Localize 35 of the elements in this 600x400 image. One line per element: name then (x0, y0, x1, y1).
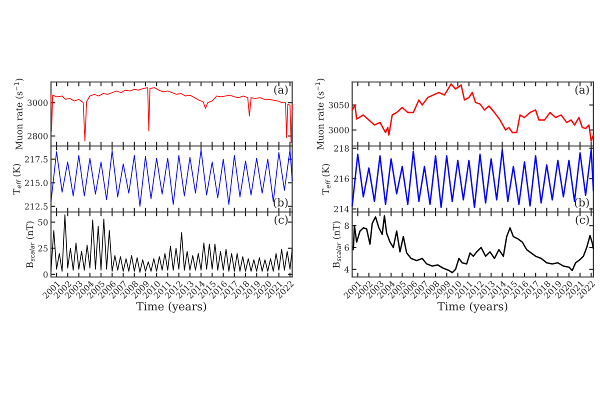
y-tick-label: 2800 (28, 132, 48, 140)
line-series (50, 149, 293, 207)
y-tick-label: 214 (334, 206, 350, 212)
annotation: (c) (274, 215, 288, 226)
y-tick-label: 216 (334, 176, 349, 182)
y-tick-label: 4 (344, 266, 350, 273)
y-tick-label: 3000 (28, 100, 48, 106)
y-axis-title: Muon rate (s$^{−1}$) (14, 78, 24, 150)
y-tick-label: 215.0 (24, 180, 48, 186)
annotation: (b) (574, 198, 589, 208)
y-tick-label: 218 (334, 145, 349, 152)
x-axis-title: Time (years) (438, 302, 508, 313)
y-tick-label: 212.5 (24, 203, 48, 210)
y-tick-label: 8 (344, 222, 349, 229)
y-axis-title: Muon rate (s$^{−1}$) (315, 78, 325, 150)
line-series (352, 149, 594, 208)
y-tick-label: 3000 (328, 126, 349, 134)
y-tick-label: 0 (43, 271, 48, 278)
y-tick-label: 50 (38, 219, 48, 226)
annotation: (c) (576, 215, 589, 226)
y-axis-title: B$_{scalar}$ (nT) (26, 221, 35, 268)
x-axis-title: Time (years) (136, 302, 206, 313)
y-tick-label: 3050 (328, 102, 349, 108)
y-axis-title: B$_{scalar}$ (nT) (332, 221, 342, 268)
line-series (352, 215, 594, 274)
annotation: (a) (274, 85, 288, 96)
y-tick-label: 25 (38, 245, 48, 252)
y-tick-label: 217.5 (24, 156, 48, 162)
line-series (50, 214, 293, 273)
annotation: (b) (274, 198, 288, 208)
y-tick-label: 6 (344, 244, 349, 251)
line-series (50, 87, 293, 144)
y-axis-title: T$_{eff}$ (K) (12, 164, 22, 195)
y-axis-title: T$_{eff}$ (K) (322, 164, 330, 195)
annotation: (a) (575, 85, 589, 96)
